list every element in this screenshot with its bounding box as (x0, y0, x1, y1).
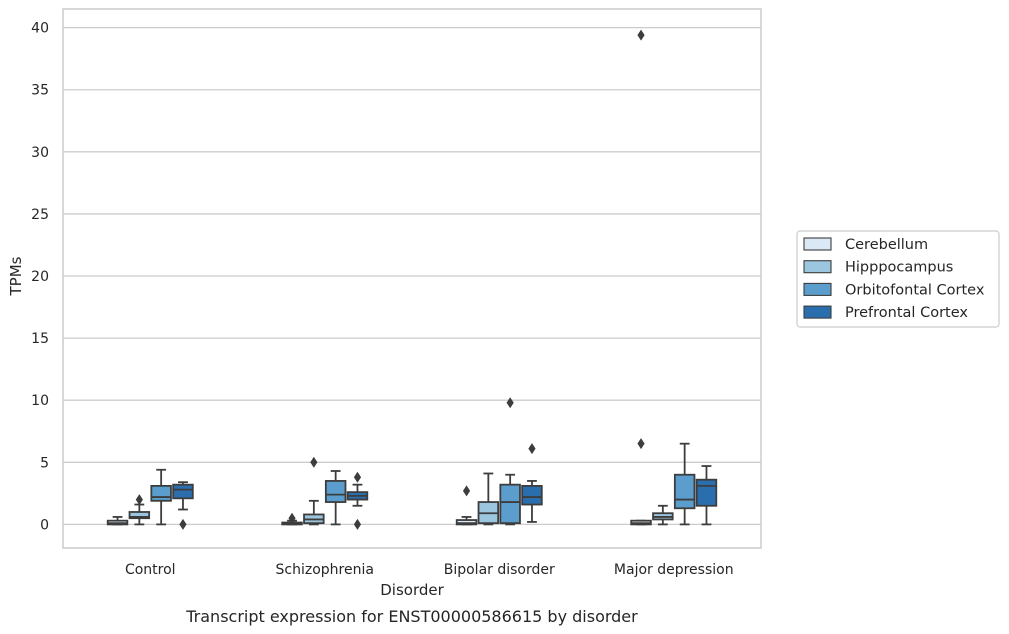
box (499, 397, 521, 526)
box-body (150, 485, 172, 502)
box (172, 481, 194, 530)
box (652, 504, 674, 526)
box (695, 465, 718, 526)
outlier-point (353, 518, 362, 530)
legend: Cerebellum Hipppocampus Orbitofontal Corte… (796, 230, 1000, 328)
y-tick-label: 15 (31, 331, 49, 347)
x-tick-label: Schizophrenia (276, 562, 374, 578)
box-series (106, 29, 718, 530)
box-body (695, 478, 718, 507)
legend-item: Hipppocampus (803, 260, 953, 276)
x-axis-label: Disorder (380, 581, 444, 599)
box-body (128, 511, 151, 520)
box-body (521, 485, 543, 506)
outlier-point (528, 443, 536, 455)
y-tick-label: 5 (40, 455, 49, 471)
y-tick-label: 0 (40, 517, 49, 533)
y-tick-labels: 0 5 10 15 20 25 30 35 40 (31, 21, 49, 534)
y-tick-label: 40 (31, 21, 49, 37)
legend-label: Orbitofontal Cortex (845, 282, 985, 298)
x-tick-label: Bipolar disorder (444, 562, 555, 578)
plot-frame (62, 8, 762, 549)
legend-label: Prefrontal Cortex (845, 305, 968, 321)
y-tick-label: 30 (31, 145, 49, 161)
box (324, 470, 347, 526)
y-axis-label: TPMs (7, 256, 25, 296)
legend-item: Prefrontal Cortex (803, 305, 968, 321)
box (281, 512, 303, 526)
legend-swatch (803, 305, 832, 319)
series-orbitofontal-cortex (150, 397, 696, 526)
outlier-point (353, 471, 362, 483)
outlier-point (637, 29, 645, 41)
legend-item: Cerebellum (803, 237, 928, 253)
legend-swatch (803, 282, 832, 296)
box (630, 29, 652, 526)
series-hipppocampus (128, 456, 674, 526)
legend-label: Hipppocampus (845, 260, 953, 276)
legend-swatch (803, 237, 832, 251)
legend-swatch (803, 260, 832, 274)
chart-caption: Transcript expression for ENST0000058661… (185, 607, 638, 626)
box (346, 471, 369, 530)
legend-item: Orbitofontal Cortex (803, 282, 985, 298)
box (303, 456, 325, 526)
legend-label: Cerebellum (845, 237, 928, 253)
box-body (673, 473, 696, 510)
y-tick-label: 25 (31, 207, 49, 223)
box (455, 485, 478, 526)
outlier-point (637, 438, 645, 450)
x-tick-label: Control (125, 562, 176, 578)
series-prefrontal-cortex (172, 443, 718, 530)
box (106, 516, 129, 526)
x-tick-label: Major depression (614, 562, 734, 578)
y-tick-label: 20 (31, 269, 49, 285)
outlier-point (135, 494, 143, 506)
outlier-point (288, 512, 296, 524)
outlier-point (310, 456, 318, 468)
y-tick-label: 10 (31, 393, 49, 409)
box-body (499, 483, 521, 525)
box (150, 468, 172, 526)
outlier-point (462, 485, 471, 497)
outlier-point (179, 518, 187, 530)
box (673, 442, 696, 526)
legend-frame (796, 230, 1000, 328)
grid-lines (63, 26, 761, 526)
box (477, 472, 500, 526)
x-tick-labels: Control Schizophrenia Bipolar disorder Majo… (125, 562, 734, 578)
series-cerebellum (106, 29, 652, 526)
box-body (172, 483, 194, 500)
y-tick-label: 35 (31, 83, 49, 99)
outlier-point (506, 397, 514, 409)
box-body (324, 480, 347, 503)
box (521, 443, 543, 523)
box (128, 494, 151, 526)
box-body (455, 519, 478, 526)
